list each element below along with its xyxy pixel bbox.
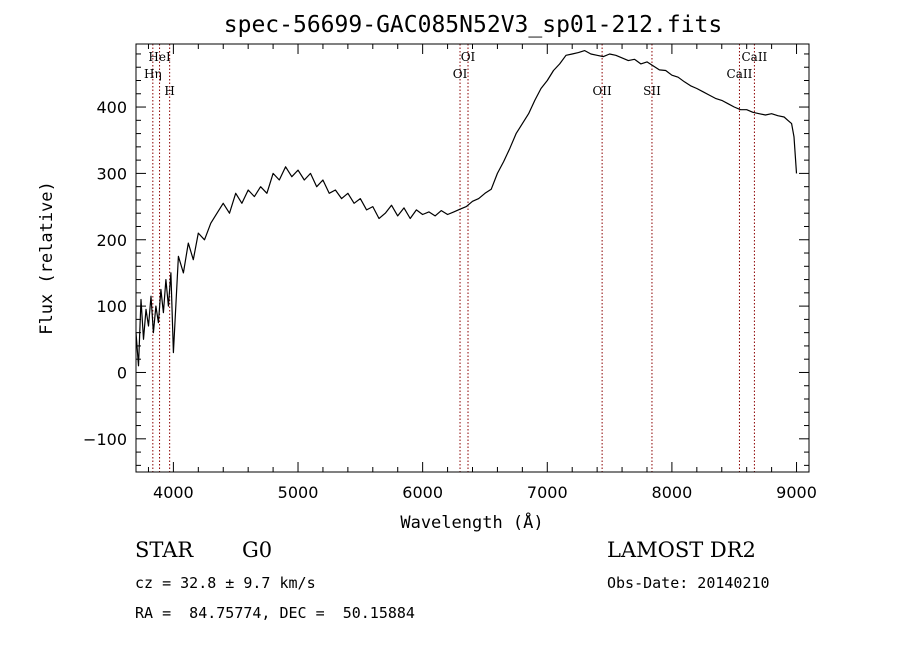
y-axis-label: Flux (relative) xyxy=(37,181,57,335)
x-tick-label-4: 8000 xyxy=(652,483,693,502)
object-class: STAR xyxy=(135,538,194,562)
x-tick-label-5: 9000 xyxy=(776,483,817,502)
y-tick-label-4: 300 xyxy=(96,164,127,183)
x-tick-label-3: 7000 xyxy=(527,483,568,502)
line-marker-label-3: OI xyxy=(453,67,468,81)
line-marker-label-8: CaII xyxy=(741,50,767,64)
spectral-line-markers: Hη HeI H OI OI OII SII CaII CaII xyxy=(144,44,768,472)
line-marker-label-7: CaII xyxy=(727,67,753,81)
y-tick-label-2: 100 xyxy=(96,297,127,316)
x-tick-label-2: 6000 xyxy=(402,483,443,502)
line-marker-label-6: SII xyxy=(643,84,661,98)
axis-ticks: 4000 5000 6000 7000 8000 9000 −100 0 100 200 300 40… xyxy=(83,44,817,502)
line-marker-label-1: HeI xyxy=(148,50,171,64)
series-line-0 xyxy=(135,49,798,367)
obs-date-text: Obs-Date: 20140210 xyxy=(607,574,770,592)
plot-frame xyxy=(135,43,810,473)
line-marker-label-2: H xyxy=(164,84,174,98)
x-axis-label: Wavelength (Å) xyxy=(400,511,543,533)
redshift-text: cz = 32.8 ± 9.7 km/s xyxy=(135,574,316,592)
series-group xyxy=(135,49,798,367)
y-tick-label-0: −100 xyxy=(83,430,127,449)
coordinates-text: RA = 84.75774, DEC = 50.15884 xyxy=(135,604,415,622)
line-marker-label-4: OI xyxy=(461,50,476,64)
object-subclass: G0 xyxy=(242,538,273,562)
y-tick-label-3: 200 xyxy=(96,231,127,250)
x-tick-label-1: 5000 xyxy=(278,483,319,502)
chart-title: spec-56699-GAC085N52V3_sp01-212.fits xyxy=(224,12,723,38)
survey-name: LAMOST DR2 xyxy=(607,538,756,562)
line-marker-label-0: Hη xyxy=(144,67,162,81)
x-tick-label-0: 4000 xyxy=(153,483,194,502)
y-tick-label-1: 0 xyxy=(117,363,127,382)
line-marker-label-5: OII xyxy=(592,84,612,98)
y-tick-label-5: 400 xyxy=(96,98,127,117)
